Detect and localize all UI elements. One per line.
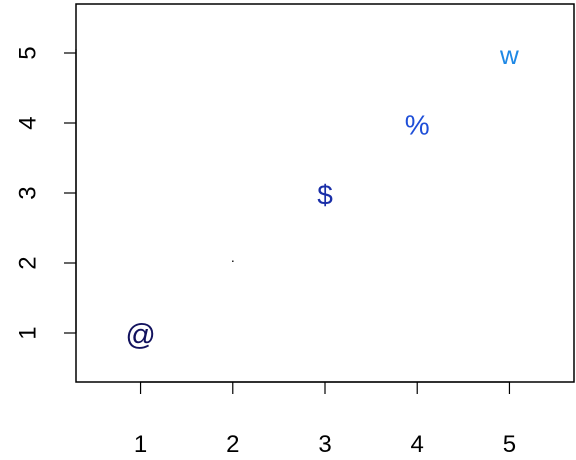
data-point-4: % [405, 110, 430, 141]
x-tick-label-3: 3 [318, 431, 331, 458]
y-tick-label-4: 4 [15, 116, 42, 129]
y-tick-label-5: 5 [15, 46, 42, 59]
data-points: @ . $ % w [125, 40, 519, 352]
data-point-5: w [499, 40, 519, 70]
x-tick-label-5: 5 [503, 431, 516, 458]
data-point-2: . [231, 249, 235, 265]
data-point-1: @ [125, 319, 155, 352]
y-tick-label-1: 1 [15, 326, 42, 339]
x-tick-label-1: 1 [134, 431, 147, 458]
data-point-3: $ [317, 180, 333, 211]
y-axis: 1 2 3 4 5 [15, 46, 77, 340]
x-axis: 1 2 3 4 5 [134, 381, 516, 458]
y-tick-label-3: 3 [15, 186, 42, 199]
x-tick-label-4: 4 [411, 431, 424, 458]
x-tick-label-2: 2 [226, 431, 239, 458]
y-tick-label-2: 2 [15, 256, 42, 269]
